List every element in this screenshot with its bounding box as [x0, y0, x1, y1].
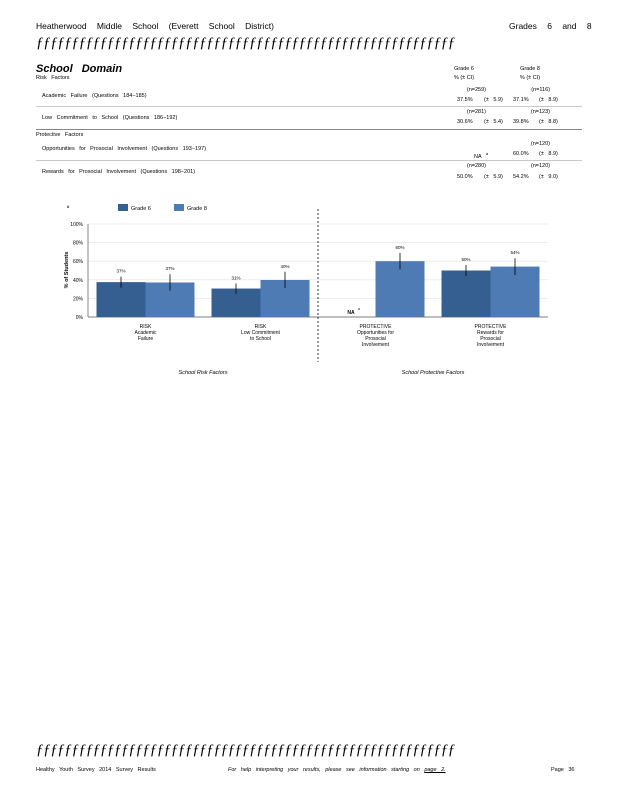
bar [96, 282, 146, 317]
legend-swatch [174, 204, 184, 211]
category-label: Prosocial [365, 336, 386, 342]
category-label: Involvement [477, 342, 505, 348]
group-label: School Risk Factors [179, 370, 228, 376]
value-grade6: 30.6% [457, 119, 473, 125]
value-grade8: 54.2% [513, 174, 529, 180]
n-grade6: (n=259) [466, 87, 486, 93]
col-grade8-unit: % (± CI) [519, 75, 541, 81]
value-grade6: 50.0% [457, 174, 473, 180]
category-label: Academic [135, 330, 157, 336]
category-label: Prosocial [480, 336, 501, 342]
protective-factors-label: Protective Factors [36, 132, 84, 138]
bar-value-label: 37% [116, 269, 125, 274]
n-grade8: (n=123) [530, 109, 550, 115]
col-grade8-header: Grade 8 [520, 66, 540, 72]
row-divider [36, 106, 582, 107]
school-domain-chart: Grade 6 Grade 8 ª 0% 20% 40% 60% 80% 100% % of S… [64, 204, 548, 376]
n-grade6: (n=281) [466, 109, 486, 115]
ci-grade6: (± 5.9) [484, 174, 503, 180]
ci-grade8: (± 9.0) [539, 174, 558, 180]
col-grade6-unit: % (± CI) [453, 75, 475, 81]
y-axis-label: % of Students [64, 252, 70, 289]
category-label: Rewards for [477, 330, 504, 336]
school-name: Heatherwood Middle School (Everett Schoo… [36, 21, 274, 31]
y-tick-label: 40% [73, 278, 84, 284]
category-label: RISK [255, 324, 267, 330]
na-superscript: a [358, 307, 360, 311]
domain-title: School Domain [36, 63, 123, 75]
na-text: NA [474, 153, 482, 160]
value-grade8: 39.8% [513, 119, 529, 125]
category-label: Opportunities for [357, 330, 394, 336]
chart-legend: Grade 6 Grade 8 ª [67, 204, 207, 212]
n-grade8: (n=116) [531, 87, 550, 93]
row-label: Rewards for Prosocial Involvement (Quest… [42, 169, 196, 175]
y-tick-label: 20% [73, 296, 84, 302]
bar-value-label: 54% [510, 250, 519, 255]
y-tick-label: 80% [73, 241, 84, 247]
row-label: Opportunities for Prosocial Involvement … [42, 146, 207, 152]
n-grade8: (n=120) [530, 141, 550, 147]
category-label: Low Commitment [241, 330, 281, 336]
bar-value-label: 31% [231, 276, 240, 281]
row-label: Academic Failure (Questions 184−185) [42, 93, 147, 99]
bar [490, 266, 540, 317]
bar-value-label: 50% [461, 257, 470, 262]
help-page-link[interactable]: page 2. [424, 767, 446, 773]
row-label: Low Commitment to School (Questions 186−… [42, 115, 178, 121]
n-grade6: (n=280) [466, 163, 486, 169]
category-label: PROTECTIVE [475, 324, 508, 330]
bar-value-label: 60% [395, 245, 404, 250]
category-label: Failure [138, 336, 154, 342]
page-number: Page 36 [551, 767, 575, 773]
bar [375, 261, 425, 317]
category-label: RISK [140, 324, 152, 330]
chart-bars [96, 252, 540, 317]
ci-grade8: (± 8.8) [539, 119, 558, 125]
na-superscript: a [485, 151, 489, 156]
value-grade6: NA a [474, 151, 488, 160]
category-label: PROTECTIVE [360, 324, 393, 330]
category-label: to School [250, 336, 271, 342]
ci-grade6: (± 5.4) [484, 119, 503, 125]
survey-title: Healthy Youth Survey 2014 Survey Results [36, 767, 156, 773]
bar-value-label: 37% [165, 266, 174, 271]
group-label: School Protective Factors [402, 370, 465, 376]
ci-grade8: (± 8.9) [539, 151, 558, 157]
legend-marker: ª [67, 205, 70, 212]
legend-label: Grade 6 [131, 206, 151, 212]
y-tick-label: 0% [76, 315, 84, 321]
ci-grade6: (± 5.9) [484, 97, 503, 103]
ci-grade8: (± 8.9) [539, 97, 558, 103]
col-grade6-header: Grade 6 [454, 66, 474, 72]
category-label: Involvement [362, 342, 390, 348]
y-tick-label: 100% [70, 222, 83, 228]
legend-swatch [118, 204, 128, 211]
bar [441, 270, 491, 317]
grades-label: Grades 6 and 8 [509, 21, 592, 31]
n-grade8: (n=120) [530, 163, 550, 169]
risk-factors-label: Risk Factors [36, 75, 70, 81]
bar-value-label: 40% [280, 264, 289, 269]
help-text: For help interpreting your results, plea… [228, 767, 446, 773]
value-grade8: 60.0% [513, 151, 529, 157]
footer-rule: ƒƒƒƒƒƒƒƒƒƒƒƒƒƒƒƒƒƒƒƒƒƒƒƒƒƒƒƒƒƒƒƒƒƒƒƒƒƒƒƒ… [36, 742, 455, 758]
y-tick-label: 60% [73, 259, 84, 265]
header-rule: ƒƒƒƒƒƒƒƒƒƒƒƒƒƒƒƒƒƒƒƒƒƒƒƒƒƒƒƒƒƒƒƒƒƒƒƒƒƒƒƒ… [36, 35, 455, 51]
help-text-body: For help interpreting your results, plea… [228, 767, 420, 773]
section-divider [36, 129, 582, 130]
value-grade8: 37.1% [513, 97, 529, 103]
legend-label: Grade 8 [187, 206, 207, 212]
bar-label-na: NA [347, 310, 355, 316]
value-grade6: 37.5% [457, 97, 473, 103]
row-divider [36, 160, 582, 161]
